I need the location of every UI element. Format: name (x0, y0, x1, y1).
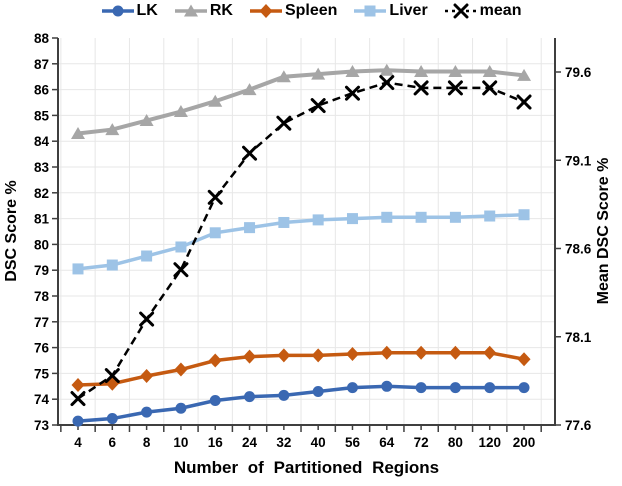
legend-marker-circle-icon (101, 5, 134, 17)
series-line-LK (77, 384, 525, 423)
series-LK (72, 380, 530, 427)
x-tick-label: 120 (478, 435, 501, 450)
left-tick-label: 76 (34, 341, 50, 356)
x-tick-label: 200 (513, 435, 536, 450)
left-axis-title: DSC Score % (3, 180, 20, 282)
legend-item-Liver: Liver (353, 2, 428, 20)
x-tick-label: 4 (74, 435, 82, 450)
x-tick-label: 8 (143, 435, 151, 450)
right-tick-label: 79.6 (565, 65, 592, 80)
legend-marker-diamond-icon (249, 4, 282, 18)
x-tick-label: 10 (173, 435, 188, 450)
x-tick-label: 64 (379, 435, 395, 450)
left-tick-label: 75 (34, 366, 50, 381)
series-Spleen (71, 345, 531, 393)
left-tick-label: 83 (34, 160, 50, 175)
left-tick-label: 87 (34, 57, 49, 72)
right-axis-title: Mean DSC Score % (595, 157, 612, 305)
legend-label: LK (136, 2, 158, 19)
x-tick-label: 16 (208, 435, 224, 450)
x-tick-label: 32 (276, 435, 291, 450)
legend-label: RK (209, 2, 233, 19)
x-tick-label: 40 (311, 435, 326, 450)
legend-item-mean: mean (444, 2, 522, 20)
legend-marker-triangle-icon (174, 4, 207, 17)
series-line-Liver (77, 212, 525, 271)
x-tick-label: 80 (448, 435, 463, 450)
legend-item-Spleen: Spleen (249, 2, 337, 20)
legend-label: Spleen (284, 2, 338, 19)
chart-legend: LK RK Spleen Liver mean (0, 2, 622, 20)
left-tick-label: 82 (34, 186, 49, 201)
x-tick-label: 72 (414, 435, 429, 450)
x-tick-label: 24 (242, 435, 258, 450)
x-tick-label: 56 (345, 435, 361, 450)
legend-label: Liver (389, 2, 428, 19)
legend-item-LK: LK (101, 2, 158, 20)
legend-marker-square-icon (354, 5, 387, 17)
series-line-RK (77, 68, 525, 136)
legend-marker-x-icon (444, 3, 477, 19)
left-tick-label: 80 (34, 237, 49, 252)
series-Liver (72, 209, 530, 275)
right-tick-label: 78.6 (565, 242, 592, 257)
legend-label: mean (479, 2, 522, 19)
right-tick-label: 78.1 (565, 330, 592, 345)
left-tick-label: 78 (34, 289, 50, 304)
series-line-mean (77, 81, 525, 400)
x-axis-title: Number of Partitioned Regions (173, 458, 440, 477)
left-tick-label: 77 (34, 315, 49, 330)
series-mean (70, 75, 532, 407)
left-tick-label: 86 (34, 83, 50, 98)
left-tick-label: 88 (34, 31, 50, 46)
left-tick-label: 79 (34, 263, 49, 278)
left-tick-label: 81 (34, 212, 50, 227)
series-RK (71, 63, 532, 139)
left-tick-label: 84 (34, 134, 50, 149)
right-tick-label: 79.1 (565, 153, 592, 168)
left-tick-label: 73 (34, 418, 50, 433)
legend-item-RK: RK (174, 2, 233, 20)
right-tick-label: 77.6 (565, 418, 592, 433)
left-tick-label: 74 (34, 392, 50, 407)
left-tick-label: 85 (34, 108, 50, 123)
x-tick-label: 6 (109, 435, 117, 450)
